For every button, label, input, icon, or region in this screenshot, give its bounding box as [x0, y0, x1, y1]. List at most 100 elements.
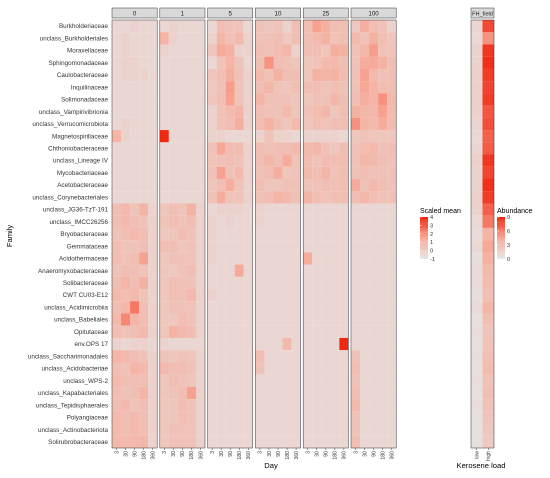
- fh-heatmap-cell: [482, 264, 495, 277]
- heatmap-cell: [303, 203, 313, 216]
- heatmap-cell: [264, 227, 274, 241]
- heatmap-cell: [139, 154, 149, 167]
- heatmap-cell: [216, 276, 226, 290]
- heatmap-cell: [130, 56, 140, 69]
- heatmap-cell: [255, 374, 265, 387]
- fh-heatmap-cell: [471, 56, 483, 69]
- heatmap-cell: [130, 264, 140, 277]
- heatmap-cell: [330, 166, 340, 180]
- scaled-mean-legend-gradient-segment: [420, 220, 428, 222]
- heatmap-cell: [255, 325, 265, 338]
- heatmap-cell: [225, 386, 235, 400]
- heatmap-cell: [273, 191, 283, 204]
- heatmap-cell: [186, 423, 197, 436]
- heatmap-cell: [121, 325, 131, 338]
- heatmap-cell: [330, 20, 340, 33]
- heatmap-cell: [112, 178, 122, 192]
- heatmap-cell: [159, 227, 169, 241]
- heatmap-cell: [186, 362, 197, 375]
- scaled-mean-legend-gradient-segment: [420, 226, 428, 228]
- heatmap-cell: [273, 399, 283, 412]
- heatmap-cell: [255, 93, 265, 106]
- heatmap-cell: [121, 374, 131, 387]
- heatmap-cell: [330, 264, 340, 277]
- fh-heatmap-cell: [471, 423, 483, 436]
- heatmap-cell: [148, 399, 158, 412]
- heatmap-cell: [225, 252, 235, 265]
- heatmap-cell: [216, 215, 226, 228]
- abundance-legend-gradient-segment: [497, 229, 505, 231]
- heatmap-cell: [312, 178, 322, 192]
- heatmap-cell: [207, 362, 217, 375]
- heatmap-cell: [339, 399, 349, 412]
- heatmap-cell: [168, 313, 178, 326]
- heatmap-cell: [291, 362, 301, 375]
- scaled-mean-legend-gradient-segment: [420, 252, 428, 254]
- heatmap-cell: [387, 178, 397, 192]
- heatmap-cell: [186, 178, 197, 192]
- heatmap-cell: [360, 32, 370, 45]
- heatmap-cell: [225, 20, 235, 33]
- heatmap-cell: [255, 252, 265, 265]
- heatmap-cell: [243, 301, 253, 314]
- heatmap-cell: [291, 56, 301, 69]
- heatmap-cell: [360, 411, 370, 424]
- heatmap-cell: [351, 289, 361, 302]
- heatmap-cell: [351, 435, 361, 449]
- heatmap-cell: [378, 203, 388, 216]
- scaled-mean-legend-tick-label: 4: [430, 215, 433, 221]
- heatmap-cell: [112, 68, 122, 82]
- x-tick-label: 180: [237, 451, 243, 460]
- heatmap-cell: [282, 252, 292, 265]
- heatmap-cell: [255, 350, 265, 363]
- heatmap-cell: [291, 411, 301, 424]
- heatmap-cell: [312, 337, 322, 351]
- heatmap-cell: [312, 325, 322, 338]
- heatmap-cell: [360, 56, 370, 69]
- scaled-mean-legend-gradient-segment: [420, 240, 428, 242]
- heatmap-cell: [207, 81, 217, 94]
- fh-heatmap-cell: [471, 227, 483, 241]
- heatmap-cell: [225, 32, 235, 45]
- fh-panel-border: [470, 19, 495, 449]
- fh-heatmap-cell: [482, 191, 495, 204]
- heatmap-cell: [378, 289, 388, 302]
- heatmap-cell: [225, 178, 235, 192]
- heatmap-cell: [234, 411, 244, 424]
- heatmap-cell: [360, 337, 370, 351]
- scaled-mean-legend-gradient-segment: [420, 231, 428, 233]
- heatmap-cell: [159, 362, 169, 375]
- y-axis-title: Family: [5, 225, 14, 248]
- heatmap-cell: [121, 301, 131, 314]
- heatmap-cell: [112, 289, 122, 302]
- abundance-legend-gradient-segment: [497, 233, 505, 235]
- heatmap-cell: [282, 68, 292, 82]
- heatmap-cell: [195, 154, 206, 167]
- heatmap-cell: [264, 374, 274, 387]
- fh-heatmap-cell: [471, 154, 483, 167]
- scaled-mean-legend-gradient-segment: [420, 249, 428, 251]
- heatmap-cell: [121, 44, 131, 57]
- heatmap-cell: [264, 44, 274, 57]
- heatmap-cell: [225, 81, 235, 94]
- heatmap-cell: [387, 166, 397, 180]
- heatmap-cell: [360, 203, 370, 216]
- heatmap-cell: [148, 130, 158, 143]
- heatmap-cell: [321, 32, 331, 45]
- heatmap-cell: [243, 105, 253, 118]
- heatmap-cell: [273, 313, 283, 326]
- heatmap-cell: [243, 435, 253, 449]
- heatmap-cell: [148, 362, 158, 375]
- heatmap-cell: [255, 178, 265, 192]
- fh-heatmap-cell: [471, 240, 483, 253]
- x-tick-label: 3: [258, 451, 264, 454]
- scaled-mean-legend-tick-label: 1: [430, 240, 433, 246]
- heatmap-cell: [139, 399, 149, 412]
- heatmap-cell: [148, 93, 158, 106]
- heatmap-cell: [255, 240, 265, 253]
- heatmap-cell: [291, 142, 301, 155]
- heatmap-cell: [130, 32, 140, 45]
- heatmap-cell: [225, 423, 235, 436]
- heatmap-cell: [207, 215, 217, 228]
- heatmap-cell: [360, 68, 370, 82]
